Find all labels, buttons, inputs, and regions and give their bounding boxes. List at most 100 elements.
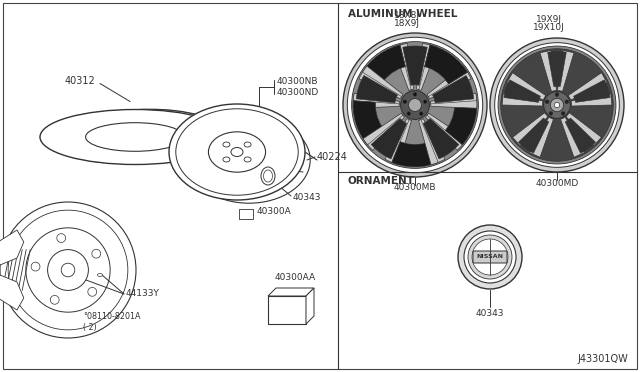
Circle shape [545,100,549,104]
Polygon shape [568,73,607,100]
Circle shape [458,225,522,289]
Polygon shape [529,117,554,157]
Text: 40300AA: 40300AA [275,273,316,282]
Polygon shape [518,118,548,153]
Circle shape [57,234,66,243]
Circle shape [498,46,616,164]
Ellipse shape [231,148,243,157]
Circle shape [543,92,570,118]
FancyBboxPatch shape [473,251,507,263]
Circle shape [88,288,97,296]
Text: 40300NB
40300ND: 40300NB 40300ND [277,77,319,97]
Text: ORNAMENT: ORNAMENT [348,176,415,186]
Polygon shape [362,45,405,84]
Polygon shape [363,113,404,150]
Circle shape [490,38,624,172]
Text: 18X8J: 18X8J [394,10,420,19]
Circle shape [419,112,423,115]
Text: 19X10J: 19X10J [533,23,565,32]
Polygon shape [306,288,314,324]
Circle shape [51,295,59,304]
Circle shape [351,42,478,169]
Ellipse shape [223,157,230,162]
Circle shape [92,249,100,258]
Polygon shape [513,113,548,146]
Circle shape [561,112,565,115]
Polygon shape [0,275,24,310]
Polygon shape [445,101,477,145]
Polygon shape [431,93,477,108]
Ellipse shape [223,142,230,147]
Polygon shape [353,101,385,145]
Ellipse shape [97,273,102,276]
Circle shape [555,93,559,96]
Circle shape [61,263,75,277]
Text: 40312: 40312 [65,77,95,87]
Polygon shape [419,119,445,165]
Ellipse shape [244,142,251,147]
Polygon shape [507,73,546,100]
Ellipse shape [40,109,230,164]
Text: NISSAN: NISSAN [477,254,504,260]
Polygon shape [566,113,602,146]
Circle shape [0,202,136,338]
Circle shape [26,228,110,312]
Polygon shape [424,45,467,84]
Text: °08110-8201A
( 2): °08110-8201A ( 2) [83,312,141,332]
Polygon shape [423,119,459,159]
Circle shape [500,49,613,161]
Circle shape [401,91,429,119]
Polygon shape [540,50,557,92]
Text: 40300MD: 40300MD [536,179,579,187]
Text: 18X9J: 18X9J [394,19,420,28]
Polygon shape [433,76,474,103]
Text: 40343: 40343 [293,193,321,202]
Bar [268,296,306,324]
Polygon shape [565,118,596,153]
Text: 40224: 40224 [317,152,348,162]
Text: 40343: 40343 [476,310,504,318]
Circle shape [423,100,427,103]
Ellipse shape [176,109,298,195]
Circle shape [464,231,516,283]
Polygon shape [392,142,438,167]
Circle shape [472,239,508,275]
Ellipse shape [209,132,266,172]
Circle shape [8,210,128,330]
Polygon shape [548,51,566,87]
Circle shape [403,100,406,103]
Circle shape [413,93,417,96]
Ellipse shape [261,167,275,185]
Polygon shape [573,80,610,102]
Ellipse shape [86,123,184,151]
Ellipse shape [169,104,305,200]
Circle shape [407,112,410,115]
Polygon shape [417,44,437,90]
Polygon shape [371,119,407,159]
Circle shape [343,33,487,177]
Polygon shape [356,76,397,103]
Polygon shape [561,117,584,157]
Circle shape [47,250,88,291]
Polygon shape [557,50,574,92]
Polygon shape [353,93,399,108]
Circle shape [468,235,512,279]
Circle shape [408,99,422,112]
Circle shape [549,112,553,115]
Text: 44133Y: 44133Y [126,289,160,298]
Circle shape [495,43,620,167]
Text: 19X9J: 19X9J [536,16,562,25]
Polygon shape [268,288,314,296]
Polygon shape [427,66,471,99]
Text: J43301QW: J43301QW [577,354,628,364]
Polygon shape [571,94,612,106]
Ellipse shape [264,170,273,182]
Text: ALUMINUM WHEEL: ALUMINUM WHEEL [348,9,458,19]
Circle shape [550,98,564,112]
Text: 40300MB: 40300MB [394,183,436,192]
Circle shape [31,262,40,271]
Circle shape [348,37,483,173]
Polygon shape [359,66,403,99]
Polygon shape [0,230,24,265]
Ellipse shape [244,157,251,162]
